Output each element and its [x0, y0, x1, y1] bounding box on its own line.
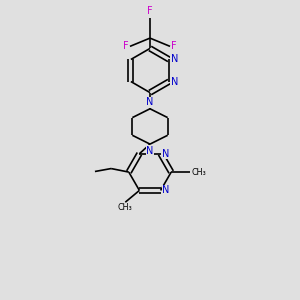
Text: F: F — [147, 6, 153, 16]
Text: N: N — [162, 185, 170, 195]
Text: N: N — [171, 76, 178, 86]
Text: CH₃: CH₃ — [117, 203, 132, 212]
Text: F: F — [123, 41, 129, 51]
Text: N: N — [146, 146, 154, 156]
Text: CH₃: CH₃ — [192, 168, 207, 177]
Text: N: N — [171, 55, 178, 64]
Text: F: F — [171, 41, 177, 51]
Text: N: N — [162, 149, 170, 159]
Text: N: N — [146, 97, 154, 107]
